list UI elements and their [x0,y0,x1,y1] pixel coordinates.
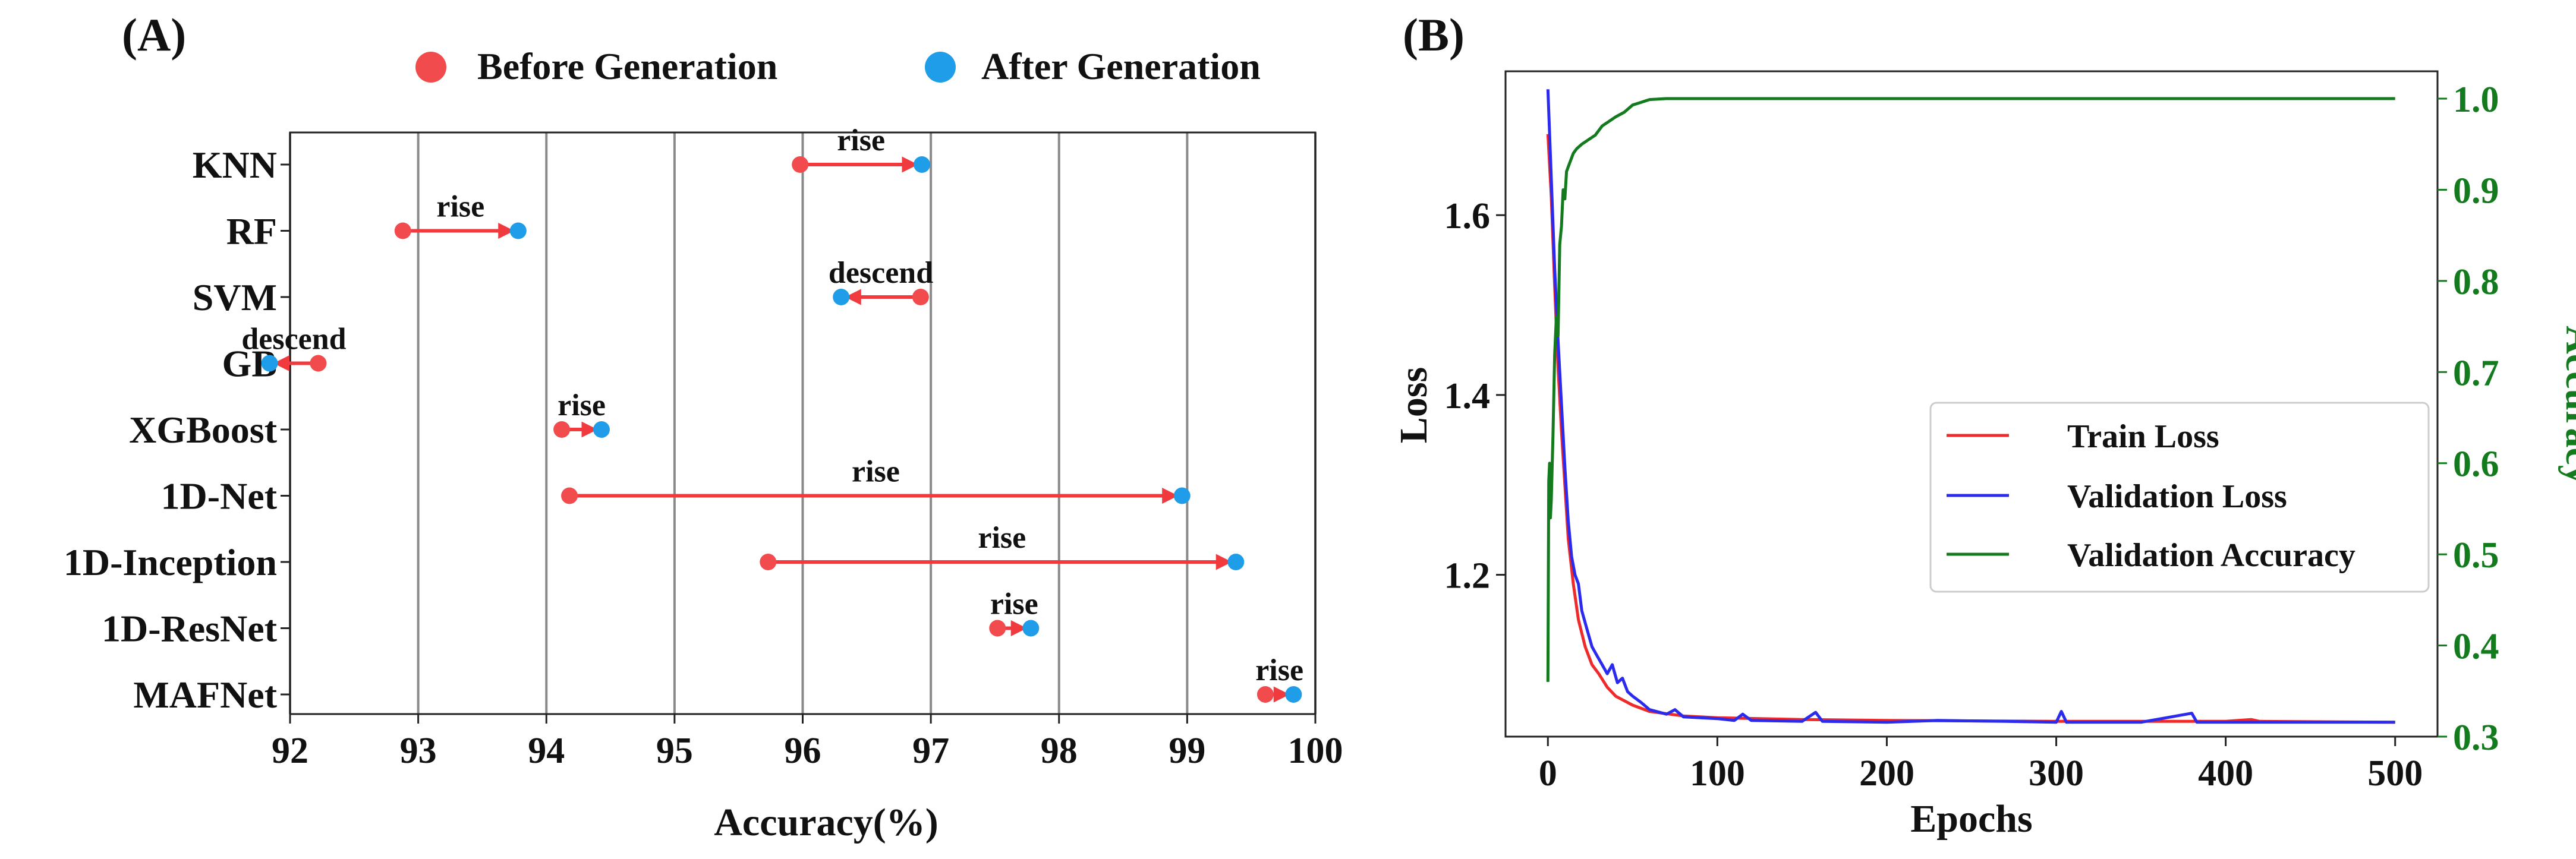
y-right-tick-label-b: 0.3 [2453,718,2499,758]
before-point [553,421,571,438]
y-left-tick-label-b: 1.2 [1444,556,1491,596]
panel-b: (B) 0 100 200 300 400 500 1.2 1.4 1.6 0.3 0.4 0.5… [1392,9,2576,841]
validation-loss-line [1546,89,2395,724]
y-right-tick-label-b: 1.0 [2453,80,2499,120]
legend-a: Before Generation After Generation [415,45,1261,87]
validation-accuracy-line [1546,97,2395,682]
legend-train-loss-label: Train Loss [2067,418,2219,455]
before-point [760,554,777,570]
y-axis-a: KNNRFSVMGBXGBoost1D-Net1D-Inception1D-Re… [64,144,290,716]
y-right-tick-label-b: 0.7 [2453,353,2499,393]
after-point [261,355,278,372]
y-axis-right-b: 0.3 0.4 0.5 0.6 0.7 0.8 0.9 1.0 [2438,80,2499,758]
x-axis-b: 0 100 200 300 400 500 [1539,737,2423,794]
change-annotation: rise [837,124,885,157]
x-tick-label-b: 400 [2198,753,2253,794]
x-tick-label-a: 97 [912,731,949,771]
before-point [989,620,1006,637]
legend-before-marker [415,52,446,83]
after-point [833,289,850,305]
after-point [1022,620,1040,637]
y-right-tick-label-b: 0.4 [2453,627,2499,667]
legend-b-box [1929,402,2430,593]
change-annotation: rise [1255,653,1303,687]
change-annotation: descend [241,323,346,356]
y-left-tick-label-b: 1.4 [1444,376,1491,416]
x-axis-label-b: Epochs [1910,797,2032,841]
y-right-tick-label-b: 0.9 [2453,170,2499,211]
y-axis-left-label-b: Loss [1392,367,1435,443]
y-tick-label-a: 1D-ResNet [102,608,278,650]
y-right-tick-label-b: 0.6 [2453,444,2499,485]
before-point [1256,686,1274,703]
x-tick-label-a: 95 [656,731,693,771]
y-axis-right-label-b: Accuracy [2558,326,2576,485]
y-right-tick-label-b: 0.5 [2453,535,2499,576]
x-tick-label-a: 94 [528,731,565,771]
x-tick-label-a: 93 [400,731,437,771]
before-point [561,487,578,504]
legend-before-label: Before Generation [477,45,777,87]
plot-frame-b [1504,70,2439,738]
change-annotation: rise [978,521,1026,555]
after-point [1173,487,1191,504]
x-tick-label-a: 96 [785,731,821,771]
dumbbell-marks: rise rise descend descend rise rise rise rise ri… [241,124,1303,703]
y-right-tick-label-b: 0.8 [2453,262,2499,302]
after-point [593,421,610,438]
x-axis-label-a: Accuracy(%) [714,801,939,844]
panel-b-label: (B) [1403,9,1465,61]
change-annotation: rise [990,588,1038,621]
x-tick-label-a: 99 [1169,731,1205,771]
legend-after-marker [925,52,956,83]
y-axis-left-b: 1.2 1.4 1.6 [1444,196,1506,596]
before-point [310,355,327,372]
panel-a: (A) Before Generation After Generation 9… [64,9,1343,844]
y-tick-label-a: XGBoost [129,409,278,451]
legend-after-label: After Generation [981,45,1261,87]
before-point [912,289,929,305]
x-tick-label-b: 200 [1859,753,1914,794]
change-annotation: rise [852,455,900,489]
x-tick-label-a: 92 [272,731,308,771]
y-left-tick-label-b: 1.6 [1444,196,1491,236]
x-axis-a: 92 93 94 95 96 97 98 99 100 [272,714,1343,771]
x-tick-label-b: 100 [1690,753,1745,794]
x-tick-label-a: 98 [1041,731,1078,771]
before-point [394,222,411,239]
change-annotation: rise [558,389,606,422]
change-annotation: rise [436,190,484,224]
y-tick-label-a: 1D-Net [161,475,278,517]
after-point [914,156,931,173]
x-tick-label-b: 500 [2367,753,2423,794]
y-tick-label-a: 1D-Inception [64,541,277,583]
y-tick-label-a: MAFNet [133,674,277,716]
x-tick-label-a: 100 [1288,731,1343,771]
y-tick-label-a: KNN [193,144,277,186]
y-tick-label-a: SVM [193,276,277,318]
legend-validation-loss-label: Validation Loss [2067,478,2287,515]
after-point [1285,686,1302,703]
x-tick-label-b: 0 [1539,753,1557,794]
legend-validation-accuracy-label: Validation Accuracy [2067,537,2355,574]
x-tick-label-b: 300 [2029,753,2084,794]
panel-a-label: (A) [122,9,186,61]
legend-b: Train Loss Validation Loss Validation Ac… [1929,402,2430,593]
before-point [792,156,809,173]
after-point [1227,554,1245,570]
y-tick-label-a: RF [226,210,277,252]
change-annotation: descend [829,256,933,290]
after-point [509,222,527,239]
loss-accuracy-lines [1546,89,2395,724]
